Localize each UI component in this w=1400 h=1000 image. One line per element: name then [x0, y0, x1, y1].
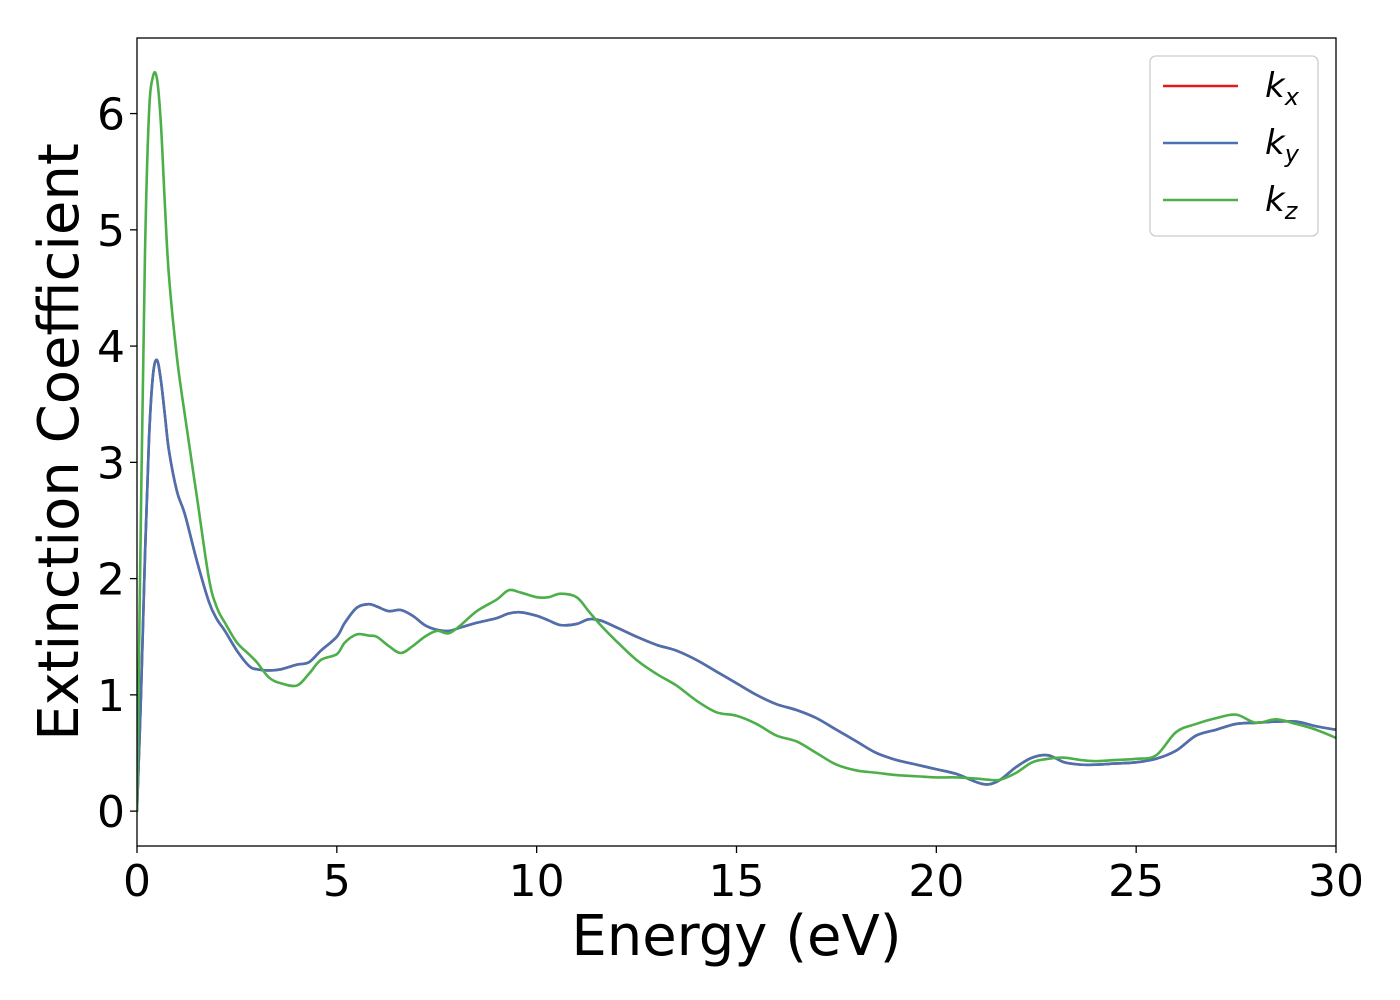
- x-tick-label: 15: [709, 856, 765, 907]
- y-tick-label: 0: [97, 787, 125, 838]
- series-line-kz: [137, 70, 1336, 813]
- x-axis-ticks: 0 5 10 15 20 25 30: [123, 846, 1364, 907]
- x-tick-label: 20: [908, 856, 964, 907]
- legend: kx ky kz: [1149, 55, 1319, 237]
- y-axis-label: Extinction Coefficient: [27, 143, 92, 741]
- y-tick-label: 4: [97, 322, 125, 373]
- y-tick-label: 6: [97, 90, 125, 141]
- legend-label-kx: kx: [1265, 66, 1300, 111]
- y-tick-label: 5: [97, 206, 125, 257]
- x-axis-label: Energy (eV): [571, 904, 901, 969]
- y-tick-label: 1: [97, 671, 125, 722]
- x-tick-label: 30: [1308, 856, 1364, 907]
- x-tick-label: 0: [123, 856, 151, 907]
- y-tick-label: 3: [97, 438, 125, 489]
- y-tick-label: 2: [97, 555, 125, 606]
- series-line-ky: [137, 358, 1336, 813]
- y-axis-ticks: 0 1 2 3 4 5 6: [97, 90, 137, 838]
- x-tick-label: 5: [323, 856, 351, 907]
- legend-box: [1149, 55, 1319, 237]
- series-layer: [137, 70, 1336, 813]
- x-tick-label: 10: [509, 856, 565, 907]
- legend-label-kz: kz: [1265, 180, 1299, 225]
- x-tick-label: 25: [1108, 856, 1164, 907]
- legend-label-ky: ky: [1265, 123, 1300, 168]
